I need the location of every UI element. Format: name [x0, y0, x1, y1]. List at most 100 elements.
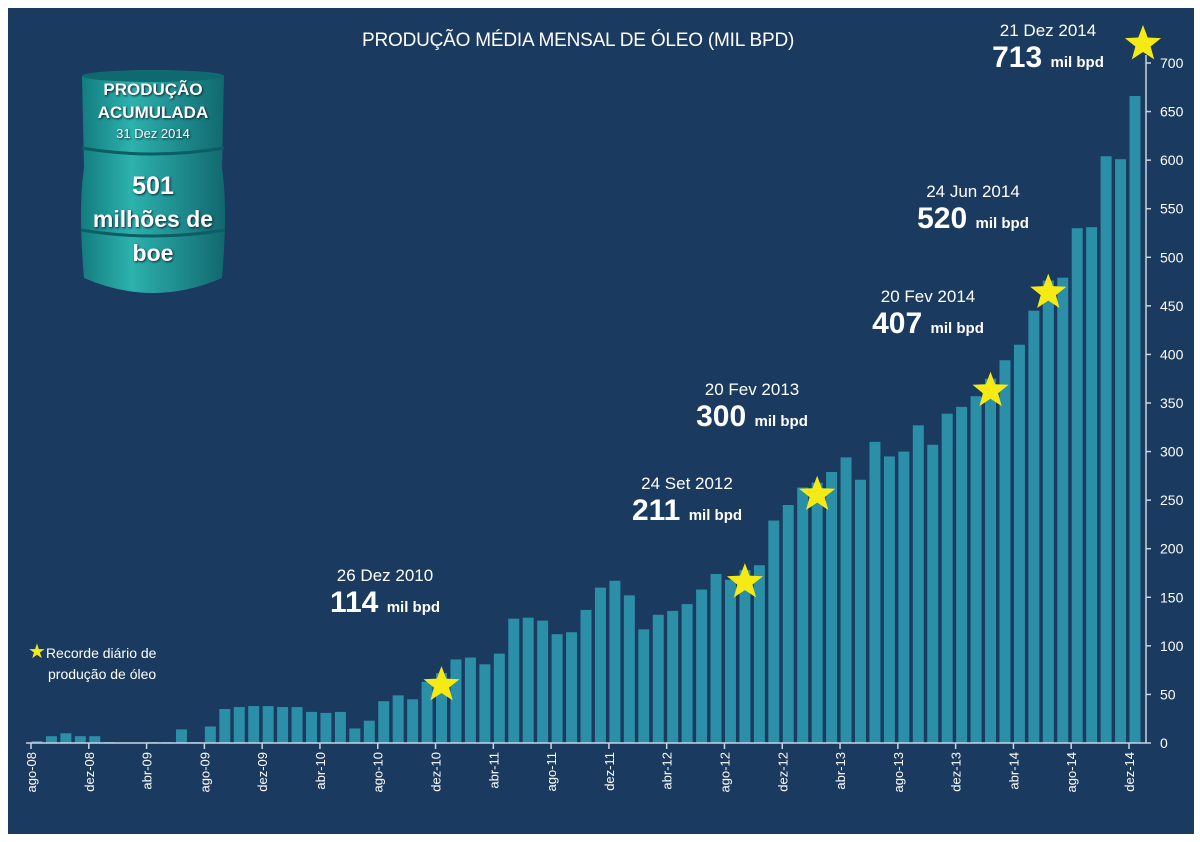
legend-line-1: Recorde diário de: [45, 645, 157, 661]
annotation-value: 300: [696, 400, 747, 433]
x-tick-label: dez-10: [429, 752, 444, 792]
annotation-unit: mil bpd: [975, 215, 1029, 232]
annotation-record-5: 24 Jun 2014 520 mil bpd: [903, 182, 1043, 241]
annotation-unit: mil bpd: [930, 320, 984, 337]
bar: [753, 565, 765, 743]
x-tick-label: dez-09: [255, 752, 270, 792]
y-tick-label: 400: [1160, 346, 1184, 362]
barrel-value: 501: [132, 172, 174, 200]
bar: [1071, 228, 1083, 744]
chart-title: PRODUÇÃO MÉDIA MENSAL DE ÓLEO (MIL BPD): [362, 30, 795, 51]
barrel-date: 31 Dez 2014: [116, 126, 190, 141]
x-tick-label: ago-13: [891, 752, 906, 792]
bar: [797, 487, 809, 743]
bar: [334, 711, 346, 743]
annotation-date: 26 Dez 2010: [336, 566, 434, 585]
x-tick-label: ago-09: [197, 752, 212, 792]
bar: [811, 482, 823, 743]
bar: [464, 657, 476, 743]
y-tick-label: 250: [1160, 492, 1184, 508]
bar: [407, 699, 419, 743]
annotation-date: 20 Fev 2013: [704, 380, 800, 399]
annotation-unit: mil bpd: [386, 599, 441, 616]
bar: [436, 673, 448, 743]
annotation-record-4: 20 Fev 2014 407 mil bpd: [858, 287, 998, 346]
x-tick-label: dez-14: [1122, 752, 1137, 792]
x-tick-label: ago-11: [544, 752, 559, 792]
bar: [349, 728, 361, 743]
annotation-record-6: 21 Dez 2014 713 mil bpd: [978, 21, 1118, 80]
bar: [768, 520, 780, 743]
bar: [681, 604, 693, 743]
barrel-graphic: PRODUÇÃO ACUMULADA 31 Dez 2014 501 milhõ…: [78, 68, 228, 304]
bar: [320, 712, 332, 743]
legend-line-2: produção de óleo: [48, 666, 157, 682]
bar: [1129, 96, 1141, 744]
x-tick-label: dez-13: [949, 752, 964, 792]
bar: [175, 729, 187, 743]
bar: [883, 456, 895, 743]
bar: [508, 618, 520, 743]
bar: [1057, 277, 1069, 743]
annotation-value: 407: [872, 307, 923, 340]
bar: [551, 634, 563, 743]
bar: [277, 707, 289, 743]
barrel-unit-2: boe: [132, 240, 174, 266]
barrel-label-2: ACUMULADA: [97, 103, 209, 122]
bar: [291, 707, 303, 743]
bar: [826, 471, 838, 743]
annotation-date: 24 Set 2012: [641, 474, 733, 493]
x-tick-label: abr-12: [660, 752, 675, 790]
bar: [45, 736, 57, 743]
bar: [493, 653, 505, 743]
bar: [724, 579, 736, 743]
record-star-icon: [799, 475, 836, 510]
y-tick-label: 0: [1160, 735, 1168, 751]
y-tick-label: 550: [1160, 201, 1184, 217]
bar: [363, 720, 375, 743]
bar: [31, 741, 43, 743]
y-tick-label: 300: [1160, 444, 1184, 460]
bar: [1028, 310, 1040, 743]
annotation-record-1: 26 Dez 2010 114 mil bpd: [315, 566, 455, 625]
bar: [739, 570, 751, 743]
annotation-record-3: 20 Fev 2013 300 mil bpd: [682, 380, 822, 439]
bar: [392, 695, 404, 743]
annotation-value: 520: [917, 202, 968, 235]
bar: [537, 620, 549, 743]
bar: [623, 595, 635, 743]
bar: [638, 629, 650, 743]
bar: [580, 609, 592, 743]
annotation-unit: mil bpd: [1050, 54, 1104, 71]
bar: [999, 360, 1011, 743]
y-tick-label: 500: [1160, 249, 1184, 265]
bar: [262, 706, 274, 743]
bar: [421, 681, 433, 743]
y-tick-label: 50: [1160, 686, 1176, 702]
bar: [869, 441, 881, 743]
x-tick-label: abr-10: [313, 752, 328, 790]
record-star-icon: [972, 371, 1009, 407]
bar: [204, 726, 216, 743]
bar: [566, 632, 578, 743]
bar: [696, 589, 708, 743]
y-tick-label: 100: [1160, 638, 1184, 654]
x-tick-label: abr-11: [486, 752, 501, 789]
barrel-unit-1: milhões de: [92, 206, 214, 232]
annotation-date: 20 Fev 2014: [880, 287, 976, 306]
annotation-date: 21 Dez 2014: [999, 21, 1097, 40]
bar: [710, 573, 722, 743]
record-star-icon: [1030, 273, 1067, 308]
bar: [248, 706, 260, 743]
y-tick-label: 150: [1160, 589, 1184, 605]
annotation-date: 24 Jun 2014: [926, 182, 1020, 201]
bar: [667, 610, 679, 743]
bar: [1100, 156, 1112, 743]
bar: [74, 736, 86, 743]
bar: [840, 457, 852, 743]
y-tick-label: 350: [1160, 395, 1184, 411]
x-tick-label: ago-08: [24, 752, 39, 792]
bar: [782, 505, 794, 743]
bar: [233, 707, 245, 743]
